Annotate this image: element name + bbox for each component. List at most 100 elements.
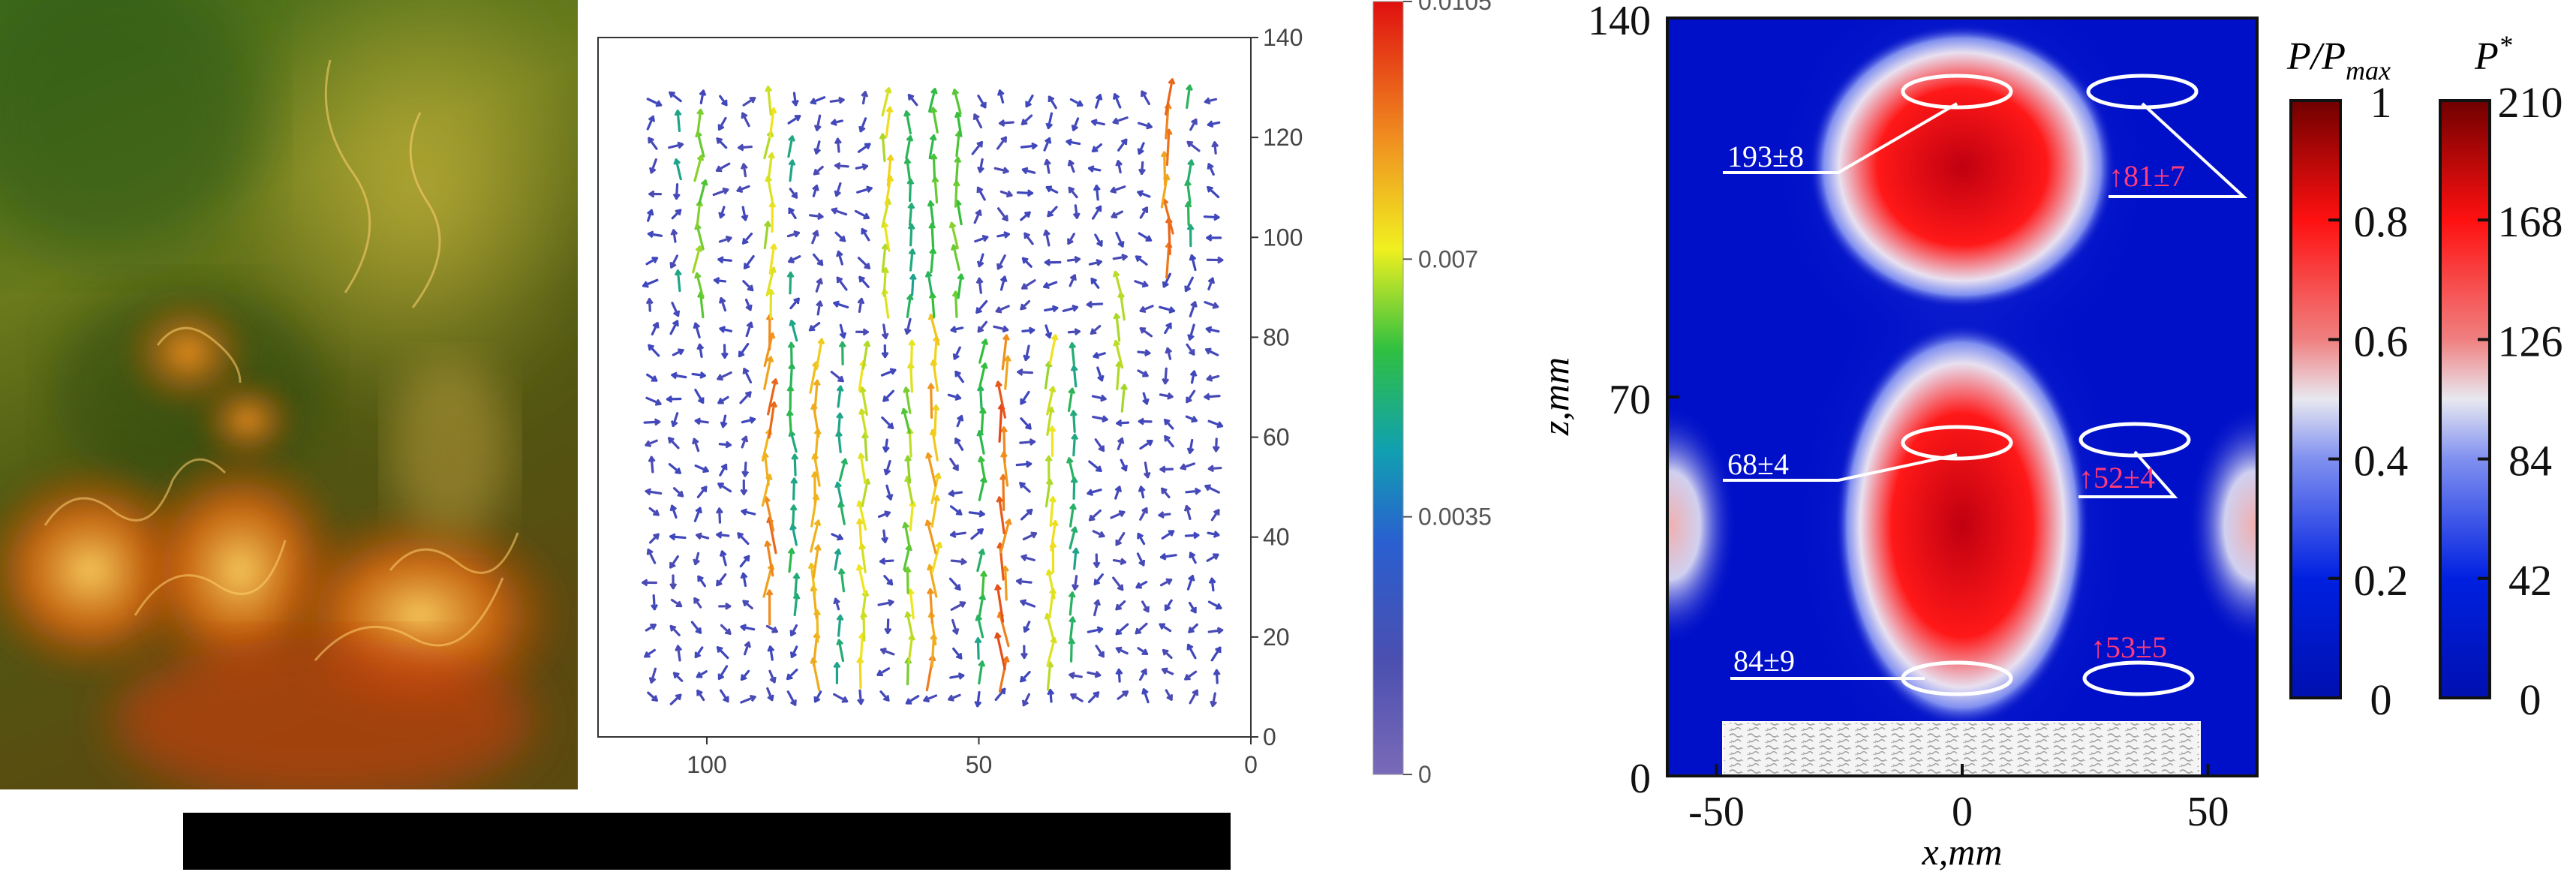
- vector-arrow: [719, 689, 729, 703]
- vector-arrows: [642, 78, 1224, 708]
- vector-arrow-head: [695, 507, 702, 514]
- vector-arrow-head: [786, 673, 793, 681]
- vector-arrow-head: [1204, 392, 1210, 401]
- vector-arrow-head: [863, 212, 870, 220]
- vector-arrow-head: [817, 212, 823, 221]
- vector-arrow-head: [999, 426, 1008, 433]
- vector-arrow-head: [1093, 185, 1101, 191]
- vector-arrow-head: [952, 464, 959, 471]
- vector-arrow-head: [903, 328, 912, 335]
- vector-arrow-head: [738, 350, 745, 357]
- vector-arrow-head: [1023, 626, 1030, 633]
- vector-arrow-head: [1093, 691, 1100, 698]
- vector-arrow: [1162, 198, 1174, 235]
- heatmap-x-tick-label: 50: [2187, 789, 2229, 835]
- vector-arrow-head: [743, 263, 750, 269]
- vector-arrow: [861, 341, 869, 370]
- vector-arrow-head: [1093, 579, 1101, 585]
- vector-arrow-head: [1141, 648, 1148, 655]
- vector-arrow-head: [1087, 300, 1093, 308]
- vector-arrow: [858, 275, 870, 288]
- vector-arrow-head: [1068, 186, 1075, 194]
- vector-arrow: [1139, 439, 1153, 450]
- vector-arrow-head: [813, 148, 822, 155]
- vector-arrow-head: [1026, 508, 1033, 516]
- vector-arrow: [696, 108, 702, 137]
- vector-arrow: [1088, 460, 1102, 473]
- vector-arrow-head: [1207, 374, 1213, 382]
- vector-arrow: [881, 133, 886, 163]
- vector-arrow: [787, 135, 794, 158]
- vector-arrow-head: [1117, 584, 1124, 591]
- vector-arrow-head: [1186, 447, 1195, 454]
- colorbar-tick-label: 0: [2520, 675, 2541, 724]
- vector-arrow-head: [951, 89, 960, 95]
- vector-arrow-head: [905, 698, 912, 705]
- vector-arrow-head: [929, 134, 937, 141]
- vector-arrow-head: [670, 420, 678, 427]
- vector-arrow-head: [650, 624, 657, 630]
- vector-arrow: [955, 131, 960, 158]
- vector-arrow-head: [1213, 509, 1220, 516]
- vector-arrow-head: [765, 590, 774, 596]
- upper-pressure-maximum: [1808, 24, 2116, 309]
- vector-arrow: [907, 634, 914, 664]
- vector-arrow: [1114, 93, 1122, 109]
- vector-arrow-head: [1072, 548, 1080, 555]
- vector-arrow: [885, 484, 892, 501]
- vector-arrow: [696, 200, 702, 229]
- vector-colorbar: [1372, 1, 1404, 775]
- vector-arrow-head: [1207, 120, 1214, 128]
- vector-arrow-head: [1043, 230, 1051, 236]
- vector-arrow-head: [955, 509, 963, 516]
- vector-arrow: [743, 368, 753, 383]
- vector-arrow: [994, 687, 1006, 702]
- annotation-label: 84±9: [1733, 644, 1795, 678]
- vector-arrow: [768, 516, 777, 555]
- vector-arrow-head: [1020, 675, 1026, 683]
- vector-arrow-head: [836, 615, 844, 621]
- vector-arrow-head: [977, 456, 985, 463]
- annotation-ellipse: [2079, 422, 2191, 458]
- vector-arrow-head: [954, 437, 961, 444]
- vector-arrow: [813, 379, 819, 414]
- vector-arrow-head: [1112, 93, 1120, 100]
- vector-arrow: [716, 137, 728, 149]
- vector-arrow-head: [839, 235, 846, 242]
- vector-arrow-head: [646, 209, 654, 216]
- vector-arrow: [816, 300, 822, 316]
- quiver-y-tick-label: 140: [1263, 24, 1303, 51]
- vector-arrow: [698, 179, 707, 206]
- vector-arrow: [978, 338, 987, 364]
- vector-arrow: [699, 291, 705, 319]
- vector-arrow-head: [675, 645, 683, 651]
- vector-arrow-head: [669, 262, 677, 269]
- vector-arrow-head: [671, 371, 678, 380]
- vector-arrow: [1047, 112, 1054, 130]
- vector-arrow: [905, 110, 912, 135]
- vector-arrow-head: [1141, 206, 1149, 213]
- vector-arrow: [932, 153, 936, 180]
- vector-arrow: [1186, 140, 1201, 152]
- vector-arrow: [904, 386, 912, 414]
- vector-arrow: [998, 656, 1008, 693]
- vector-arrow: [858, 689, 863, 705]
- vector-arrow-head: [649, 167, 657, 174]
- vector-arrow-head: [787, 548, 795, 555]
- vector-arrow: [676, 645, 681, 662]
- vector-arrow-head: [692, 437, 699, 445]
- vector-arrow-head: [1002, 167, 1009, 175]
- vector-arrow-head: [675, 468, 681, 474]
- vector-arrow: [929, 314, 940, 346]
- vector-arrow-head: [1141, 90, 1147, 98]
- vector-arrow: [837, 639, 845, 663]
- vector-arrow-head: [742, 368, 750, 374]
- vector-arrow-head: [1020, 398, 1026, 405]
- vector-arrow: [669, 693, 682, 705]
- vector-arrow-head: [954, 371, 961, 377]
- vector-arrow-head: [1135, 627, 1142, 635]
- vector-arrow-head: [908, 340, 916, 346]
- vector-arrow-head: [858, 408, 866, 415]
- vector-arrow-head: [948, 489, 955, 498]
- vector-arrow-head: [789, 505, 798, 511]
